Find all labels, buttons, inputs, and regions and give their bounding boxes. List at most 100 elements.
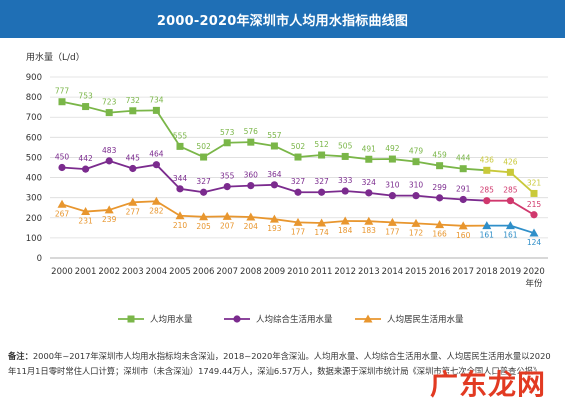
data-label: 442 — [78, 154, 93, 163]
series-line-segment — [179, 214, 204, 218]
data-label: 360 — [244, 171, 259, 180]
data-point-marker — [436, 162, 444, 170]
data-point-marker — [529, 228, 539, 237]
data-label: 327 — [314, 177, 329, 186]
data-point-marker — [152, 106, 160, 114]
x-tick-label: 2002 — [98, 267, 120, 277]
series-line-segment — [250, 183, 275, 187]
data-label: 184 — [338, 226, 353, 235]
data-label: 124 — [527, 238, 542, 247]
series-line-segment — [274, 218, 299, 224]
series-line-segment — [132, 163, 157, 170]
data-label: 483 — [102, 146, 117, 155]
data-label: 344 — [173, 174, 188, 183]
data-point-marker — [222, 211, 232, 220]
data-label: 299 — [432, 183, 447, 192]
series-line-segment — [132, 200, 157, 204]
data-point-marker — [270, 181, 278, 189]
y-tick-label: 300 — [26, 194, 42, 204]
series-line-segment — [345, 155, 369, 161]
series-line-segment — [463, 167, 487, 172]
data-point-marker — [176, 185, 184, 193]
data-point-marker — [387, 217, 397, 226]
data-label: 174 — [314, 228, 329, 237]
data-label: 183 — [362, 226, 377, 235]
data-label: 327 — [291, 177, 306, 186]
data-label: 445 — [126, 154, 141, 163]
x-tick-label: 2000 — [51, 267, 73, 277]
x-tick-label: 2011 — [311, 267, 333, 277]
data-point-marker — [246, 212, 256, 221]
data-point-marker — [411, 218, 421, 227]
series-line-segment — [439, 196, 464, 201]
data-point-marker — [247, 182, 255, 190]
data-label: 161 — [503, 231, 518, 240]
data-point-marker — [247, 138, 255, 146]
series-line-segment — [368, 191, 393, 197]
x-tick-label: 2014 — [382, 267, 404, 277]
series-line-segment — [439, 223, 464, 227]
data-point-marker — [505, 221, 515, 230]
line-chart: 用水量（L/d） 0 100 200 300 400 500 600 700 800 900 2000… — [26, 51, 548, 325]
data-point-marker — [128, 197, 138, 206]
y-tick-label: 0 — [37, 254, 42, 264]
y-tick-label: 200 — [26, 214, 42, 224]
data-label: 576 — [244, 127, 259, 136]
data-label: 464 — [149, 150, 164, 159]
data-label: 321 — [527, 178, 542, 187]
chart-title-bar: 2000-2020年深圳市人均用水指标曲线图 — [0, 0, 565, 38]
data-label: 285 — [503, 186, 518, 195]
data-point-marker — [293, 217, 303, 226]
data-point-marker — [459, 165, 467, 173]
series-line-segment — [415, 222, 440, 226]
data-label: 327 — [196, 177, 211, 186]
x-tick-label: 2003 — [122, 267, 144, 277]
legend-label: 人均综合生活用水量 — [256, 314, 333, 325]
data-label: 491 — [362, 144, 377, 153]
y-tick-label: 600 — [26, 133, 42, 143]
data-label: 502 — [196, 142, 211, 151]
series-line-segment — [321, 190, 346, 194]
y-tick-label: 500 — [26, 153, 42, 163]
data-point-marker — [506, 197, 514, 205]
x-tick-label: 2004 — [146, 267, 168, 277]
y-tick-label: 400 — [26, 174, 42, 184]
series-line-segment — [108, 201, 134, 211]
data-label: 557 — [267, 131, 282, 140]
data-point-marker — [105, 157, 113, 165]
data-point-marker — [318, 151, 326, 159]
series-line-segment — [155, 164, 181, 190]
data-label: 333 — [338, 176, 353, 185]
data-point-marker — [104, 205, 114, 214]
data-label: 459 — [432, 151, 447, 160]
series-line-segment — [392, 221, 417, 225]
data-point-marker — [82, 103, 90, 111]
data-point-marker — [270, 142, 278, 150]
series-line-segment — [486, 169, 511, 174]
legend-label: 人均用水量 — [150, 314, 193, 325]
series-line-segment — [439, 164, 464, 170]
x-tick-label: 2005 — [169, 267, 191, 277]
data-point-marker — [81, 207, 91, 216]
data-point-marker — [506, 168, 514, 176]
data-label: 177 — [385, 227, 400, 236]
x-tick-label: 2012 — [334, 267, 356, 277]
data-point-marker — [269, 214, 279, 223]
series-line-segment — [509, 199, 535, 216]
series-line-segment — [155, 200, 181, 217]
data-label: 777 — [55, 87, 70, 96]
data-point-marker — [318, 188, 326, 196]
data-label: 479 — [409, 147, 424, 156]
series-line-segment — [227, 215, 251, 218]
data-point-marker — [435, 220, 445, 229]
series-line-segment — [85, 209, 110, 213]
x-tick-label: 2010 — [287, 267, 309, 277]
data-label: 177 — [291, 227, 306, 236]
data-point-marker — [294, 188, 302, 196]
series-line-segment — [274, 145, 299, 158]
legend-label: 人均居民生活用水量 — [387, 314, 464, 325]
data-point-marker — [129, 164, 137, 173]
data-label: 172 — [409, 228, 424, 237]
watermark-logo: 广东龙网 — [430, 368, 547, 401]
series-line-segment — [321, 220, 346, 224]
